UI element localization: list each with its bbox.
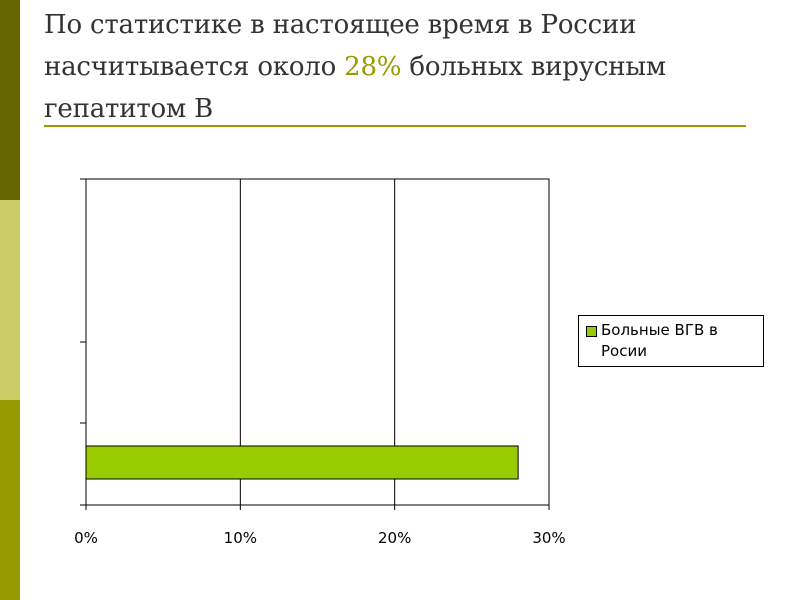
accent-bar-middle [0, 200, 20, 400]
x-tick-label-1: 10% [224, 529, 257, 547]
accent-bar-bottom [0, 400, 20, 600]
title-highlight-percent: 28% [344, 52, 402, 82]
legend-label: Больные ВГВ в Росии [601, 321, 718, 360]
title-text-end: больных вирусным гепатитом В [44, 52, 666, 124]
x-tick-label-3: 30% [532, 529, 565, 547]
title-text-start: По статистике в настоящее время в России… [44, 10, 637, 82]
x-tick-label-0: 0% [74, 529, 98, 547]
x-tick-label-2: 20% [378, 529, 411, 547]
title-underline [44, 125, 746, 127]
accent-bar-top [0, 0, 20, 200]
bar-series-0-0 [85, 445, 519, 480]
slide-title: По статистике в настоящее время в России… [44, 4, 744, 130]
legend-swatch [586, 326, 597, 337]
chart-legend: Больные ВГВ в Росии [578, 315, 764, 367]
